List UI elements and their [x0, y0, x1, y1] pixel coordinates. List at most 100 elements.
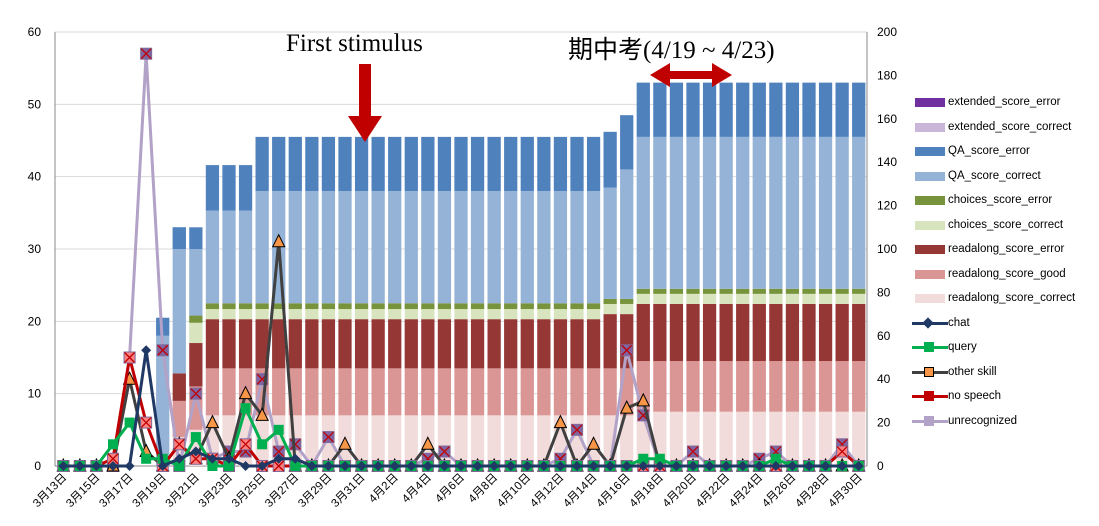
bar-choices_score_error: [570, 303, 584, 310]
bar-choices_score_error: [272, 303, 286, 310]
bar-QA_score_correct: [454, 191, 468, 304]
legend-label: readalong_score_error: [948, 243, 1065, 255]
x-tick-label: 3月23日: [197, 472, 235, 510]
bar-choices_score_correct: [603, 303, 617, 315]
bar-choices_score_error: [669, 288, 684, 294]
x-tick-label: 4月30日: [827, 472, 865, 510]
bar-choices_score_error: [620, 298, 634, 304]
x-tick-label: 4月22日: [694, 472, 732, 510]
bar-choices_score_error: [818, 288, 833, 294]
bar-readalong_score_good: [586, 368, 601, 416]
bar-QA_score_correct: [736, 136, 750, 289]
bar-readalong_score_correct: [487, 415, 501, 466]
right-tick-label: 60: [877, 329, 891, 343]
bar-QA_score_correct: [835, 136, 849, 289]
bar-QA_score_error: [255, 136, 269, 192]
bar-readalong_score_good: [222, 368, 236, 416]
bar-choices_score_correct: [504, 309, 518, 320]
bar-readalong_score_good: [470, 368, 485, 416]
line-query-point: [224, 461, 234, 471]
line-chat-point: [787, 461, 798, 471]
bar-readalong_score_correct: [454, 415, 468, 466]
legend-label: readalong_score_correct: [948, 292, 1076, 304]
bar-readalong_score_correct: [818, 411, 833, 466]
bar-choices_score_correct: [537, 309, 551, 320]
bar-readalong_score_error: [736, 303, 750, 362]
bar-QA_score_correct: [205, 210, 220, 304]
line-chat-point: [837, 461, 848, 471]
bar-QA_score_correct: [470, 191, 485, 304]
bar-readalong_score_correct: [702, 411, 717, 466]
bar-QA_score_error: [371, 136, 385, 192]
line-no-speech-point-cross: [124, 352, 136, 363]
bar-readalong_score_good: [321, 368, 336, 416]
bar-readalong_score_error: [437, 319, 452, 369]
bar-QA_score_correct: [636, 136, 650, 289]
bar-choices_score_correct: [520, 309, 534, 320]
bar-QA_score_correct: [752, 136, 766, 289]
bar-QA_score_correct: [537, 191, 551, 304]
bar-choices_score_error: [702, 288, 717, 294]
chart-legend: extended_score_error extended_score_corre…: [912, 90, 1098, 433]
bar-choices_score_error: [454, 303, 468, 310]
line-query-point: [654, 453, 665, 464]
legend-marker: [924, 342, 934, 352]
right-tick-label: 120: [877, 199, 897, 213]
bar-readalong_score_correct: [785, 411, 800, 466]
line-other-skill-point: [421, 436, 435, 450]
bar-readalong_score_correct: [520, 415, 534, 466]
bar-readalong_score_correct: [736, 411, 750, 466]
line-chat-point: [721, 461, 732, 471]
line-no-speech-point-cross: [107, 453, 119, 465]
bar-choices_score_correct: [238, 309, 253, 320]
bar-QA_score_error: [305, 136, 319, 192]
bar-readalong_score_good: [702, 361, 717, 412]
line-query-point: [638, 453, 649, 464]
line-chat-point: [472, 461, 483, 471]
legend-swatch: [915, 147, 945, 156]
line-chat-point: [406, 461, 417, 471]
bar-readalong_score_error: [669, 303, 684, 362]
bar-QA_score_error: [769, 82, 783, 137]
bar-choices_score_correct: [454, 309, 468, 320]
legend-item: choices_score_correct: [912, 213, 1098, 238]
bar-readalong_score_correct: [354, 415, 369, 466]
x-tick-label: 4月4日: [400, 472, 434, 506]
line-chat-point: [174, 453, 185, 464]
bar-choices_score_error: [636, 288, 650, 294]
bar-QA_score_error: [437, 136, 452, 192]
bar-QA_score_correct: [172, 227, 186, 374]
bar-readalong_score_good: [603, 368, 617, 416]
bar-readalong_score_correct: [371, 415, 385, 466]
bar-choices_score_error: [736, 288, 750, 294]
bar-readalong_score_good: [818, 361, 833, 412]
bar-readalong_score_good: [669, 361, 684, 412]
line-chat-point: [124, 461, 135, 471]
bar-choices_score_error: [205, 303, 220, 310]
bar-readalong_score_error: [305, 319, 319, 369]
bar-choices_score_error: [835, 288, 849, 294]
legend-item: extended_score_correct: [912, 115, 1098, 140]
x-tick-label: 4月26日: [760, 472, 798, 510]
bar-readalong_score_correct: [305, 415, 319, 466]
bar-readalong_score_good: [404, 368, 418, 416]
bar-QA_score_error: [272, 136, 286, 192]
bar-readalong_score_error: [470, 319, 485, 369]
right-tick-label: 140: [877, 155, 897, 169]
legend-label: extended_score_correct: [948, 120, 1072, 133]
bar-QA_score_error: [653, 82, 667, 137]
legend-marker: [924, 366, 934, 377]
bar-choices_score_correct: [189, 322, 203, 344]
left-tick-label: 30: [28, 242, 42, 256]
bar-choices_score_error: [338, 303, 352, 310]
legend-label: choices_score_error: [948, 194, 1053, 206]
legend-item: no speech: [912, 384, 1098, 409]
x-tick-label: 4月2日: [367, 472, 401, 506]
line-query-point: [207, 461, 218, 471]
line-chat-point: [108, 461, 118, 471]
bar-choices_score_error: [487, 303, 501, 310]
bar-QA_score_error: [636, 82, 650, 137]
bar-readalong_score_good: [553, 368, 568, 416]
bar-readalong_score_good: [520, 368, 534, 416]
bar-choices_score_correct: [818, 293, 833, 304]
